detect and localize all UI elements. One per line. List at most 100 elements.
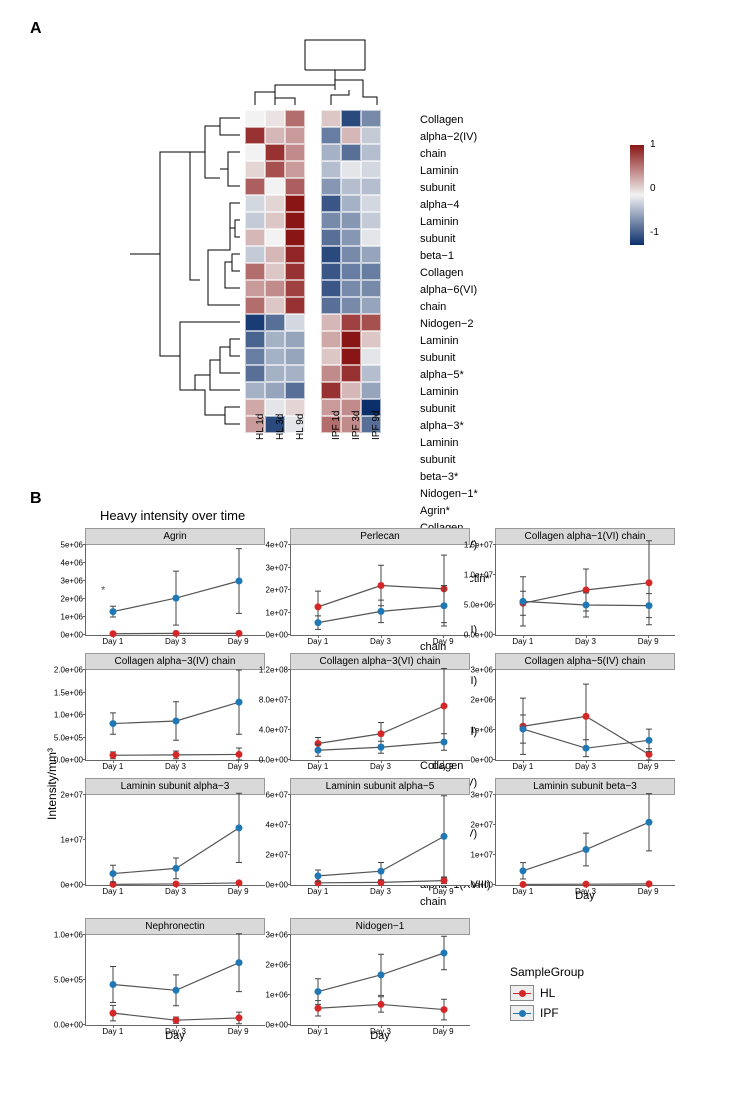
facet: Laminin subunit beta−30e+001e+072e+073e+… — [495, 778, 675, 908]
heatmap-cell — [361, 314, 381, 331]
heatmap-cell — [245, 127, 265, 144]
heatmap-cell — [321, 161, 341, 178]
heatmap-cell — [361, 280, 381, 297]
heatmap-cell — [245, 161, 265, 178]
facet-title: Perlecan — [290, 528, 470, 545]
y-tick: 1e+07 — [266, 608, 291, 617]
heatmap-cell — [285, 297, 305, 314]
heatmap-cell — [265, 161, 285, 178]
y-tick: 0e+00 — [61, 881, 86, 890]
heatmap-cell — [341, 331, 361, 348]
y-tick: 3e+07 — [266, 563, 291, 572]
row-label: Laminin subunit beta−1 — [420, 214, 491, 265]
legend-swatch — [510, 1005, 534, 1021]
heatmap-cell — [245, 331, 265, 348]
heatmap-cell — [265, 348, 285, 365]
y-tick: 0e+00 — [61, 631, 86, 640]
y-tick: 2e+07 — [471, 821, 496, 830]
heatmap-cell — [321, 144, 341, 161]
heatmap-cell — [361, 382, 381, 399]
y-tick: 0.0e+00 — [54, 756, 86, 765]
heatmap-cell — [341, 229, 361, 246]
heatmap-cell — [361, 212, 381, 229]
legend-item: IPF — [510, 1005, 584, 1021]
heatmap-cell — [285, 229, 305, 246]
heatmap-cell — [265, 144, 285, 161]
heatmap-cell — [341, 348, 361, 365]
facet: Collagen alpha−5(IV) chain0e+001e+062e+0… — [495, 653, 675, 768]
heatmap-cell — [321, 331, 341, 348]
heatmap-cell — [245, 229, 265, 246]
heatmap-cell — [245, 263, 265, 280]
facet-title: Collagen alpha−3(VI) chain — [290, 653, 470, 670]
heatmap-cell — [285, 110, 305, 127]
heatmap-cell — [265, 382, 285, 399]
facet-plot: 0e+001e+072e+07Day 1Day 3Day 9 — [85, 795, 265, 886]
y-tick: 1.0e+07 — [464, 571, 496, 580]
panel-a: A — [30, 20, 702, 475]
heatmap-cell — [321, 365, 341, 382]
svg-text:*: * — [101, 585, 106, 597]
heatmap-cell — [341, 297, 361, 314]
heatmap-cell — [341, 314, 361, 331]
heatmap-cell — [265, 212, 285, 229]
facet-plot: 0e+001e+062e+063e+06Day 1Day 3Day 9 — [290, 935, 470, 1026]
facet-plot: 0e+001e+072e+073e+07Day 1Day 3Day 9 — [495, 795, 675, 886]
x-axis-label: Day — [165, 1030, 185, 1042]
facet-plot: 0e+001e+072e+073e+074e+07Day 1Day 3Day 9 — [290, 545, 470, 636]
heatmap-cell — [361, 263, 381, 280]
heatmap-cell — [285, 280, 305, 297]
heatmap-cell — [245, 212, 265, 229]
row-label: Nidogen−2 — [420, 316, 491, 333]
tick: -1 — [650, 228, 659, 238]
facet: Collagen alpha−1(VI) chain0.0e+005.0e+06… — [495, 528, 675, 643]
row-label: Laminin subunit alpha−3* — [420, 384, 491, 435]
heatmap-cell — [265, 229, 285, 246]
y-tick: 1e+06 — [61, 613, 86, 622]
heatmap-cell — [245, 246, 265, 263]
row-dendrogram — [120, 110, 240, 435]
y-tick: 2.0e+06 — [54, 666, 86, 675]
heatmap-cell — [321, 110, 341, 127]
heatmap-cell — [361, 348, 381, 365]
heatmap-cell — [321, 348, 341, 365]
legend-label: HL — [540, 986, 555, 1000]
y-tick: 3e+06 — [471, 666, 496, 675]
facet-title: Collagen alpha−5(IV) chain — [495, 653, 675, 670]
heatmap-cell — [285, 178, 305, 195]
y-tick: 4e+07 — [266, 541, 291, 550]
facet-plot: 0.0e+005.0e+061.0e+071.5e+07Day 1Day 3Da… — [495, 545, 675, 636]
heatmap-cell — [285, 195, 305, 212]
facet-grid: Agrin0e+001e+062e+063e+064e+065e+06Day 1… — [85, 528, 702, 1048]
heatmap-cell — [265, 178, 285, 195]
y-tick: 1.2e+08 — [259, 666, 291, 675]
facet-plot: 0.0e+005.0e+051.0e+061.5e+062.0e+06Day 1… — [85, 670, 265, 761]
heatmap-cell — [341, 195, 361, 212]
heatmap-cell — [341, 161, 361, 178]
heatmap-cell — [361, 195, 381, 212]
legend-swatch — [510, 985, 534, 1001]
row-label: Laminin subunit beta−3* — [420, 435, 491, 486]
heatmap-cell — [321, 280, 341, 297]
y-tick: 4e+06 — [61, 559, 86, 568]
heatmap-cell — [361, 110, 381, 127]
facet-title: Nephronectin — [85, 918, 265, 935]
heatmap-cell — [265, 246, 285, 263]
heatmap-cell — [265, 331, 285, 348]
y-tick: 3e+06 — [266, 931, 291, 940]
heatmap-cell — [361, 144, 381, 161]
heatmap-cell — [265, 365, 285, 382]
heatmap-cell — [245, 365, 265, 382]
heatmap-colorbar-ticks: 1 0 -1 — [650, 140, 659, 238]
facet: Agrin0e+001e+062e+063e+064e+065e+06Day 1… — [85, 528, 265, 643]
y-tick: 6e+07 — [266, 791, 291, 800]
heatmap-cell — [361, 297, 381, 314]
heatmap-cell — [361, 246, 381, 263]
y-tick: 2e+07 — [266, 586, 291, 595]
heatmap-cell — [285, 314, 305, 331]
facet: Nephronectin0.0e+005.0e+051.0e+06Day 1Da… — [85, 918, 265, 1048]
y-tick: 8.0e+07 — [259, 696, 291, 705]
column-dendrogram — [245, 30, 385, 105]
facet-plot: 0e+001e+062e+063e+064e+065e+06Day 1Day 3… — [85, 545, 265, 636]
y-tick: 1.0e+06 — [54, 711, 86, 720]
